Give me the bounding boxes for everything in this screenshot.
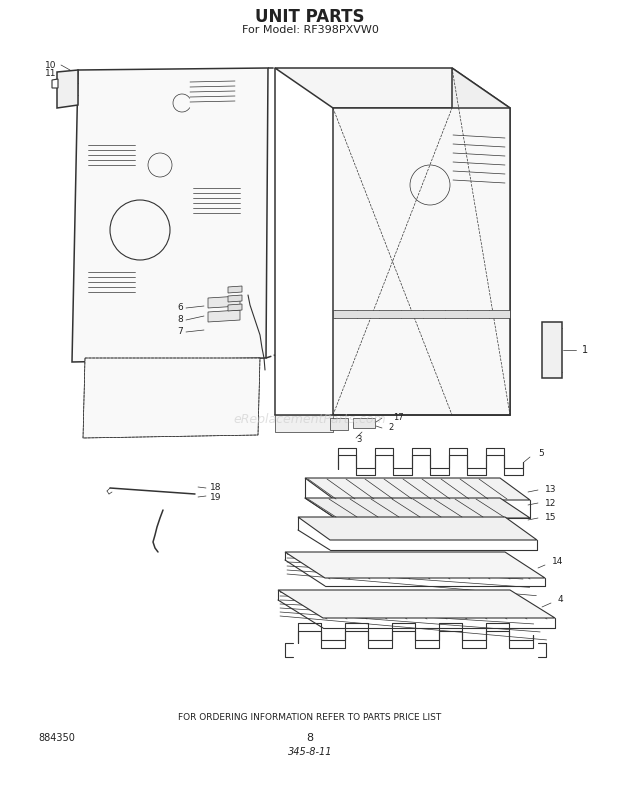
Polygon shape xyxy=(208,310,240,322)
Text: 1: 1 xyxy=(582,345,588,355)
Text: 11: 11 xyxy=(45,68,56,78)
Text: eReplacementParts.com: eReplacementParts.com xyxy=(234,414,386,426)
Text: 8: 8 xyxy=(306,733,314,743)
Polygon shape xyxy=(330,418,348,430)
Text: 17: 17 xyxy=(393,414,404,422)
Text: UNIT PARTS: UNIT PARTS xyxy=(255,8,365,26)
Text: 345-8-11: 345-8-11 xyxy=(288,747,332,757)
Text: 19: 19 xyxy=(210,494,221,502)
Polygon shape xyxy=(208,296,240,308)
Text: 884350: 884350 xyxy=(38,733,75,743)
Polygon shape xyxy=(83,358,260,438)
Polygon shape xyxy=(52,79,58,88)
Polygon shape xyxy=(57,70,78,108)
Polygon shape xyxy=(278,590,555,618)
Text: 15: 15 xyxy=(545,513,557,523)
Polygon shape xyxy=(353,418,375,428)
Polygon shape xyxy=(228,295,242,302)
Polygon shape xyxy=(333,310,510,318)
Polygon shape xyxy=(305,498,530,518)
Text: 8: 8 xyxy=(177,316,183,324)
Polygon shape xyxy=(285,552,545,578)
Text: 6: 6 xyxy=(177,304,183,312)
Text: 13: 13 xyxy=(545,485,557,495)
Polygon shape xyxy=(228,304,242,311)
Text: 4: 4 xyxy=(558,596,564,604)
Text: FOR ORDERING INFORMATION REFER TO PARTS PRICE LIST: FOR ORDERING INFORMATION REFER TO PARTS … xyxy=(179,714,441,722)
Text: 7: 7 xyxy=(177,327,183,337)
Text: 12: 12 xyxy=(545,498,556,507)
Text: For Model: RF398PXVW0: For Model: RF398PXVW0 xyxy=(242,25,378,35)
Polygon shape xyxy=(275,68,510,108)
Text: 3: 3 xyxy=(356,436,361,444)
Polygon shape xyxy=(305,478,530,500)
Polygon shape xyxy=(452,68,510,415)
Polygon shape xyxy=(333,108,510,415)
Text: 5: 5 xyxy=(538,448,544,458)
Polygon shape xyxy=(298,517,537,540)
Polygon shape xyxy=(275,415,333,432)
Text: 2: 2 xyxy=(388,423,393,433)
Polygon shape xyxy=(542,322,562,378)
Text: 18: 18 xyxy=(210,483,221,491)
Polygon shape xyxy=(228,286,242,293)
Text: 14: 14 xyxy=(552,557,564,567)
Text: 10: 10 xyxy=(45,60,56,70)
Polygon shape xyxy=(72,68,268,362)
